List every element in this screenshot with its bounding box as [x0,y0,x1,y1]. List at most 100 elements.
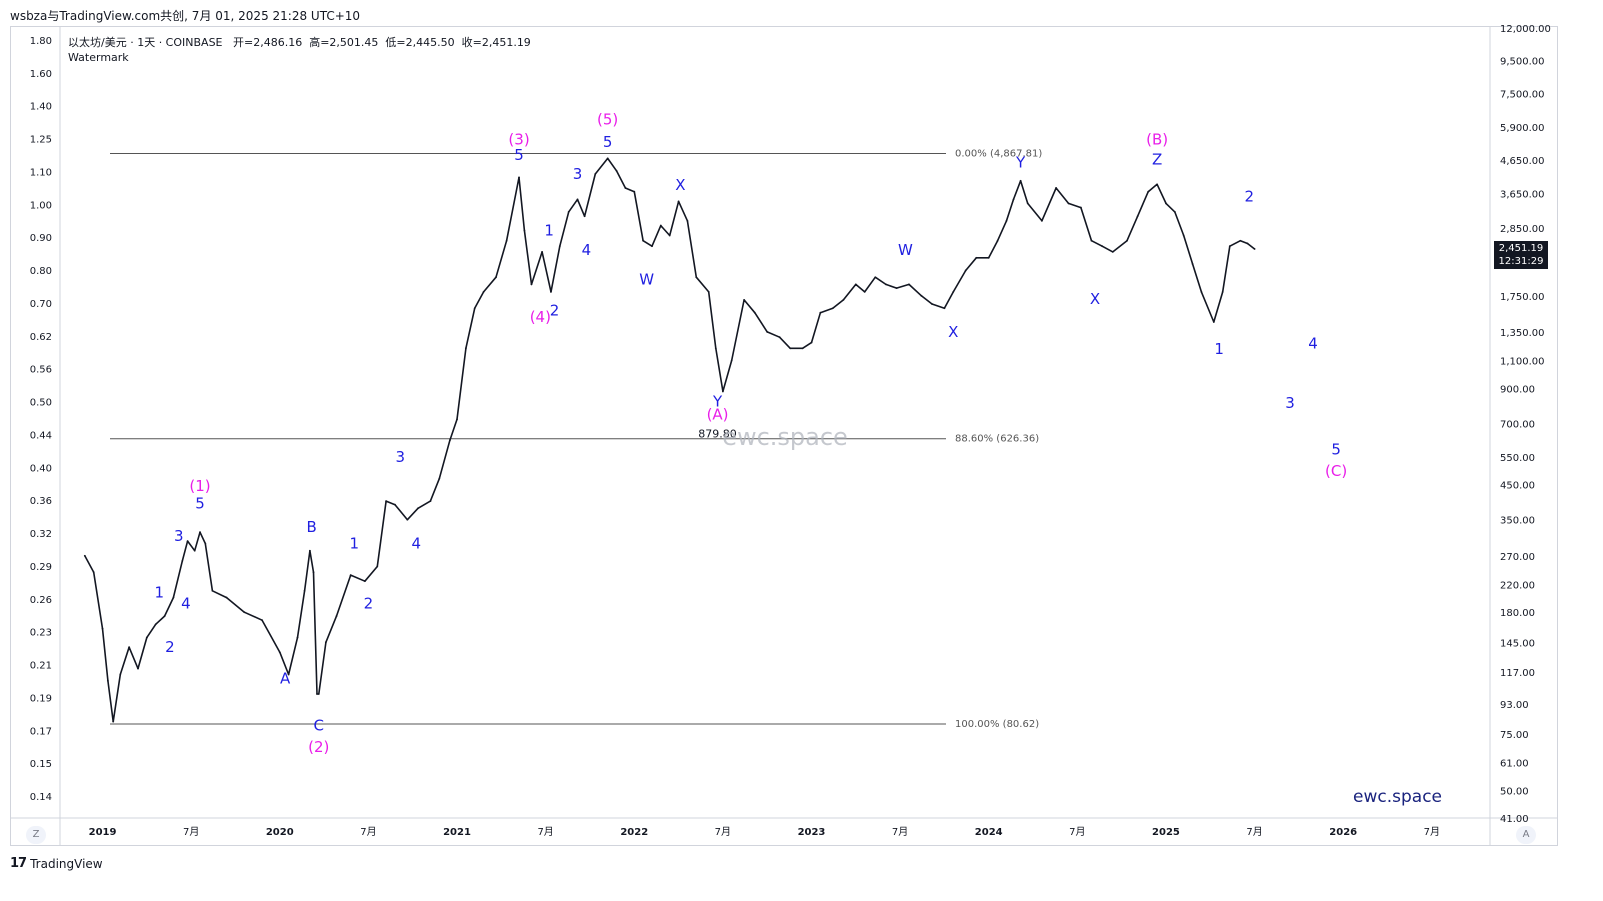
price-point [119,673,122,676]
wave-label: 5 [195,494,205,512]
price-point [885,283,887,286]
price-point [1253,248,1256,250]
price-point [567,210,570,213]
wave-label: (A) [707,405,729,423]
right-axis-tick: 700.00 [1500,419,1535,430]
last-price: 2,451.19 [1498,243,1544,254]
bar-countdown: 12:31:29 [1498,256,1544,267]
price-point [677,200,680,203]
low-value: 低=2,445.50 [385,36,455,49]
right-axis-tick: 5,900.00 [1500,123,1545,134]
price-point [778,336,781,339]
right-axis-tick: 900.00 [1500,384,1535,395]
price-point [287,673,290,676]
left-axis-tick: 0.80 [30,266,52,277]
price-point [583,215,586,218]
price-point [449,439,451,442]
price-point [668,234,671,237]
price-point [1228,245,1231,248]
price-point [810,341,813,344]
price-point [1165,202,1167,205]
price-point [789,347,792,350]
wave-label: 4 [411,534,421,552]
price-point [92,571,95,574]
price-point [482,291,485,293]
price-point [417,507,419,510]
right-axis-tick: 1,100.00 [1500,356,1545,367]
fib-levels: 0.00% (4,867.81) 88.60% (626.36) 100.00% (… [110,149,1042,730]
left-axis-tick: 1.40 [30,102,52,113]
price-point [1067,202,1070,205]
right-axis-tick: 7,500.00 [1500,89,1545,100]
price-point [106,679,109,682]
right-axis-tick: 117.00 [1500,668,1535,679]
price-point [996,239,999,242]
wave-label: 2 [364,594,374,612]
wave-label: (C) [1325,462,1347,480]
right-axis-tick: 2,850.00 [1500,224,1545,235]
wave-label: 5 [514,146,524,164]
price-point [801,347,804,350]
fib-level-label: 0.00% (4,867.81) [955,149,1042,160]
time-axis-tick: 2023 [798,827,826,838]
left-axis-tick: 0.29 [30,562,52,573]
price-point [349,574,352,577]
price-point [429,500,432,503]
price-point [642,239,645,242]
right-axis-tick: 75.00 [1500,730,1529,741]
price-point [686,219,689,222]
wave-label: 1 [544,221,554,239]
time-axis-tick: 7月 [183,826,199,838]
right-axis-tick: 50.00 [1500,786,1529,797]
price-point [101,627,104,630]
left-axis-tick: 0.14 [30,792,52,803]
left-axis-tick: 0.26 [30,595,52,606]
right-axis-tick: 93.00 [1500,700,1529,711]
price-point [172,596,175,599]
price-point [1126,239,1128,242]
right-axis-tick: 3,650.00 [1500,190,1545,201]
auto-scale-toggle[interactable]: A [1516,826,1536,844]
time-axis-tick: 7月 [537,826,553,838]
price-point [1111,250,1114,253]
left-axis-tick: 0.44 [30,430,52,441]
symbol-legend[interactable]: 以太坊/美元 · 1天 · COINBASE 开=2,486.16 高=2,50… [68,34,531,50]
price-point [651,245,653,248]
price-point [394,503,396,506]
wave-label: Y [1015,154,1026,172]
time-axis-tick: 2020 [266,827,294,838]
price-point [1079,206,1082,209]
price-point [261,619,263,622]
price-point [908,283,910,286]
price-point [1101,245,1104,248]
price-point [1012,198,1015,201]
price-point [1026,202,1029,205]
price-point [624,187,627,189]
price-point [1246,242,1249,245]
log-scale-toggle-left[interactable]: Z [26,826,46,844]
chart-header-title: wsbza与TradingView.com共创, 7月 01, 2025 21:… [10,9,361,23]
price-series [83,157,1256,723]
watermark-indicator-label[interactable]: Watermark [68,51,129,64]
wave-label: (3) [508,130,529,148]
time-axis-tick: 7月 [1246,826,1262,838]
left-axis-tick: 1.10 [30,167,52,178]
price-point [278,651,281,654]
tradingview-brand[interactable]: 17 TradingView [10,856,103,871]
price-point [193,549,196,552]
wave-label: 2 [1244,187,1254,205]
left-axis-tick: 0.62 [30,332,52,343]
price-point [128,646,131,649]
time-axis-tick: 7月 [715,826,731,838]
axis-layer: 12,000.00 9,500.00 7,500.00 5,900.00 4,650.0… [10,24,1558,846]
price-point [721,390,724,393]
fib-level-label: 88.60% (626.36) [955,434,1039,445]
price-point [943,307,946,310]
price-point [137,667,139,670]
wave-label: (5) [597,110,618,128]
price-point [895,287,898,289]
price-point [312,571,315,574]
price-point [523,229,526,232]
wave-label: 3 [174,527,184,545]
